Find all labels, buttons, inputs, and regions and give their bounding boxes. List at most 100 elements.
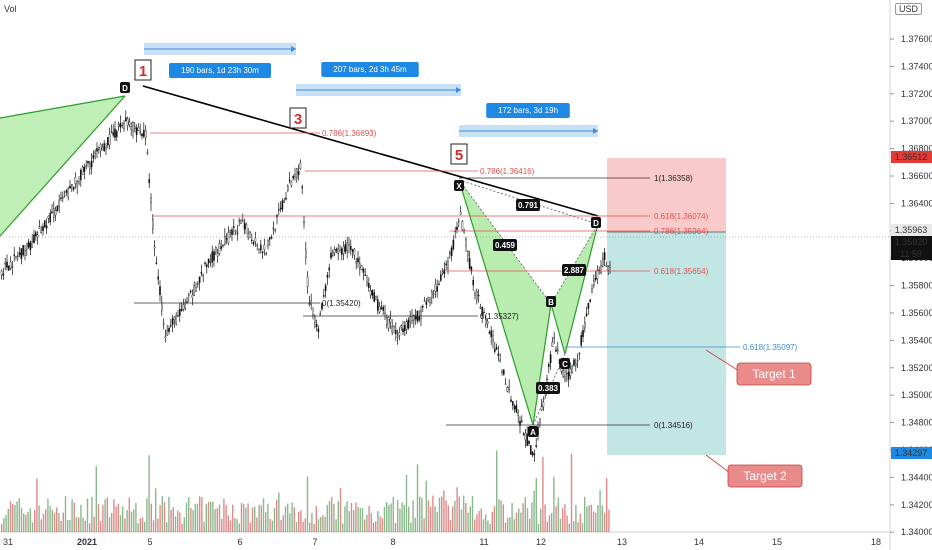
- price-badge-label: 1.35920: [895, 237, 928, 247]
- volume-bar: [139, 518, 141, 532]
- candle-body: [605, 265, 608, 267]
- target-pointer: [705, 349, 740, 372]
- candle-body: [524, 432, 527, 441]
- candle-body: [432, 293, 435, 295]
- price-badge: [891, 447, 932, 459]
- candle-body: [128, 121, 131, 125]
- candle-body: [303, 221, 305, 223]
- candles: [0, 110, 611, 462]
- candle-body: [362, 269, 365, 273]
- candle-body: [386, 317, 388, 326]
- volume-bar: [130, 511, 133, 532]
- candle-body: [22, 245, 25, 256]
- candle-body: [503, 369, 505, 375]
- candle-body: [530, 445, 532, 455]
- candle-body: [0, 270, 3, 276]
- candle-body: [548, 363, 550, 367]
- currency-badge[interactable]: USD: [894, 3, 922, 15]
- volume-bar: [379, 516, 381, 532]
- candle-body: [151, 219, 154, 230]
- candle-body: [83, 166, 86, 172]
- candle-body: [371, 289, 374, 296]
- candle-body: [162, 322, 165, 325]
- volume-bar: [100, 520, 102, 532]
- candle-body: [375, 296, 377, 301]
- volume-bar: [51, 509, 53, 532]
- volume-bar: [23, 513, 25, 532]
- target-label: Target 2: [743, 469, 787, 483]
- volume-bar: [304, 518, 306, 532]
- candle-body: [420, 310, 422, 319]
- volume-bar: [469, 506, 471, 532]
- candle-body: [519, 421, 521, 426]
- pattern-point-badge: [528, 426, 538, 437]
- candle-body: [297, 171, 300, 175]
- candle-body: [178, 309, 181, 316]
- candle-body: [360, 265, 363, 270]
- volume-bar: [493, 506, 496, 532]
- volume-bar: [540, 508, 542, 532]
- candle-body: [557, 349, 559, 352]
- candle-body: [427, 296, 430, 302]
- candle-body: [87, 160, 89, 164]
- candle-body: [265, 253, 268, 255]
- candle-body: [243, 222, 246, 230]
- volume-bar: [256, 517, 258, 532]
- volume-bar: [25, 514, 27, 532]
- candle-body: [29, 242, 32, 250]
- candle-body: [602, 258, 604, 267]
- volume-bar: [333, 504, 335, 532]
- candle-body: [290, 181, 293, 186]
- volume-bar: [590, 504, 592, 532]
- candle-body: [355, 261, 358, 264]
- candle-body: [258, 248, 260, 250]
- candle-body: [159, 286, 161, 295]
- volume-bar: [401, 502, 403, 532]
- x-tick-label: 12: [536, 537, 546, 547]
- pattern-point-badge: [591, 217, 601, 228]
- volume-bar: [438, 497, 441, 532]
- volume-bar: [553, 476, 555, 532]
- candle-body: [272, 227, 275, 230]
- price-badge: [891, 224, 932, 236]
- volume-bar: [388, 504, 390, 532]
- candle-body: [142, 130, 145, 137]
- price-badge-label: 1.34297: [895, 448, 928, 458]
- volume-bar: [353, 510, 355, 532]
- candle-body: [139, 131, 142, 133]
- prev-pattern-leg: [0, 95, 126, 119]
- pattern-point-label: B: [548, 298, 554, 307]
- candle-body: [168, 327, 170, 332]
- candle-body: [76, 181, 78, 187]
- candle-body: [447, 261, 449, 270]
- candle-body: [204, 262, 206, 264]
- volume-bar: [155, 488, 157, 532]
- volume-bar: [397, 500, 399, 532]
- candle-body: [97, 147, 100, 150]
- volume-bar: [287, 503, 289, 532]
- candle-body: [607, 266, 609, 271]
- candle-body: [384, 312, 386, 314]
- volume-bar: [291, 502, 293, 532]
- ratio-badge: [516, 199, 540, 211]
- volume-bar: [606, 478, 608, 532]
- volume-bar: [372, 522, 375, 532]
- candle-body: [214, 246, 217, 253]
- volume-bar: [311, 512, 313, 532]
- candle-body: [553, 336, 555, 339]
- candle-body: [512, 401, 514, 406]
- candle-body: [193, 285, 196, 296]
- candle-body: [106, 137, 109, 146]
- candle-body: [594, 277, 597, 281]
- target-zone: [607, 232, 726, 455]
- volume-bar: [599, 490, 601, 532]
- volume-bar: [551, 512, 553, 532]
- candle-body: [344, 244, 347, 252]
- candle-body: [207, 258, 210, 264]
- candle-body: [220, 246, 223, 249]
- candle-body: [137, 127, 140, 131]
- price-badge-label: 11:59: [900, 249, 922, 259]
- volume-bar: [445, 500, 447, 532]
- candle-body: [31, 241, 34, 248]
- volume-bar: [452, 506, 454, 532]
